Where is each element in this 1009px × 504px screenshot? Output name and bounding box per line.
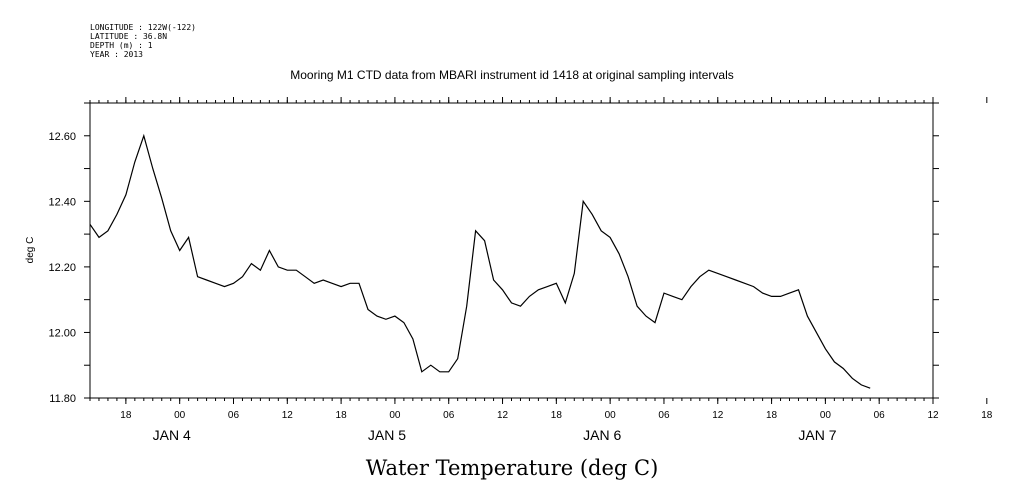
- x-day-label: JAN 7: [798, 427, 836, 443]
- x-day-label: JAN 6: [583, 427, 621, 443]
- chart-title: Mooring M1 CTD data from MBARI instrumen…: [290, 68, 734, 82]
- x-tick-label: 12: [712, 410, 724, 421]
- x-axis-title: Water Temperature (deg C): [366, 456, 659, 480]
- x-day-label: JAN 5: [368, 427, 406, 443]
- y-tick-label: 12.20: [48, 262, 76, 274]
- meta-year: YEAR : 2013: [90, 50, 143, 59]
- x-tick-label: 00: [820, 410, 832, 421]
- minor-ticks: [89, 100, 934, 401]
- y-tick-label: 11.80: [49, 393, 76, 405]
- meta-latitude: LATITUDE : 36.8N: [90, 32, 167, 41]
- x-tick-label: 18: [336, 410, 348, 421]
- meta-depth: DEPTH (m) : 1: [90, 41, 153, 50]
- x-tick-label: 00: [174, 410, 186, 421]
- x-tick-label: 06: [874, 410, 886, 421]
- series-line: [89, 133, 871, 389]
- x-tick-label: 06: [658, 410, 670, 421]
- x-tick-label: 18: [120, 410, 132, 421]
- x-tick-label: 00: [389, 410, 401, 421]
- metadata-block: LONGITUDE : 122W(-122) LATITUDE : 36.8N …: [90, 23, 196, 59]
- meta-longitude: LONGITUDE : 122W(-122): [90, 23, 196, 32]
- x-tick-label: 12: [927, 410, 939, 421]
- y-axis: 12.60 12.40 12.20 12.00 11.80: [48, 102, 939, 405]
- x-day-label: JAN 4: [153, 427, 191, 443]
- y-tick-label: 12.00: [48, 327, 76, 339]
- x-tick-label: 18: [981, 410, 993, 421]
- x-tick-label: 12: [282, 410, 294, 421]
- x-tick-label: 06: [443, 410, 455, 421]
- x-tick-label: 18: [766, 410, 778, 421]
- y-tick-label: 12.60: [48, 131, 76, 143]
- x-tick-label: 18: [551, 410, 563, 421]
- x-tick-label: 06: [228, 410, 240, 421]
- series-layer: [89, 133, 871, 389]
- x-tick-label: 12: [497, 410, 509, 421]
- x-tick-label: 00: [605, 410, 617, 421]
- y-tick-label: 12.40: [48, 196, 76, 208]
- plot-frame: [89, 102, 934, 399]
- y-axis-label: deg C: [25, 237, 36, 264]
- x-axis: 1800061218000612180006121800061218000612…: [120, 97, 993, 443]
